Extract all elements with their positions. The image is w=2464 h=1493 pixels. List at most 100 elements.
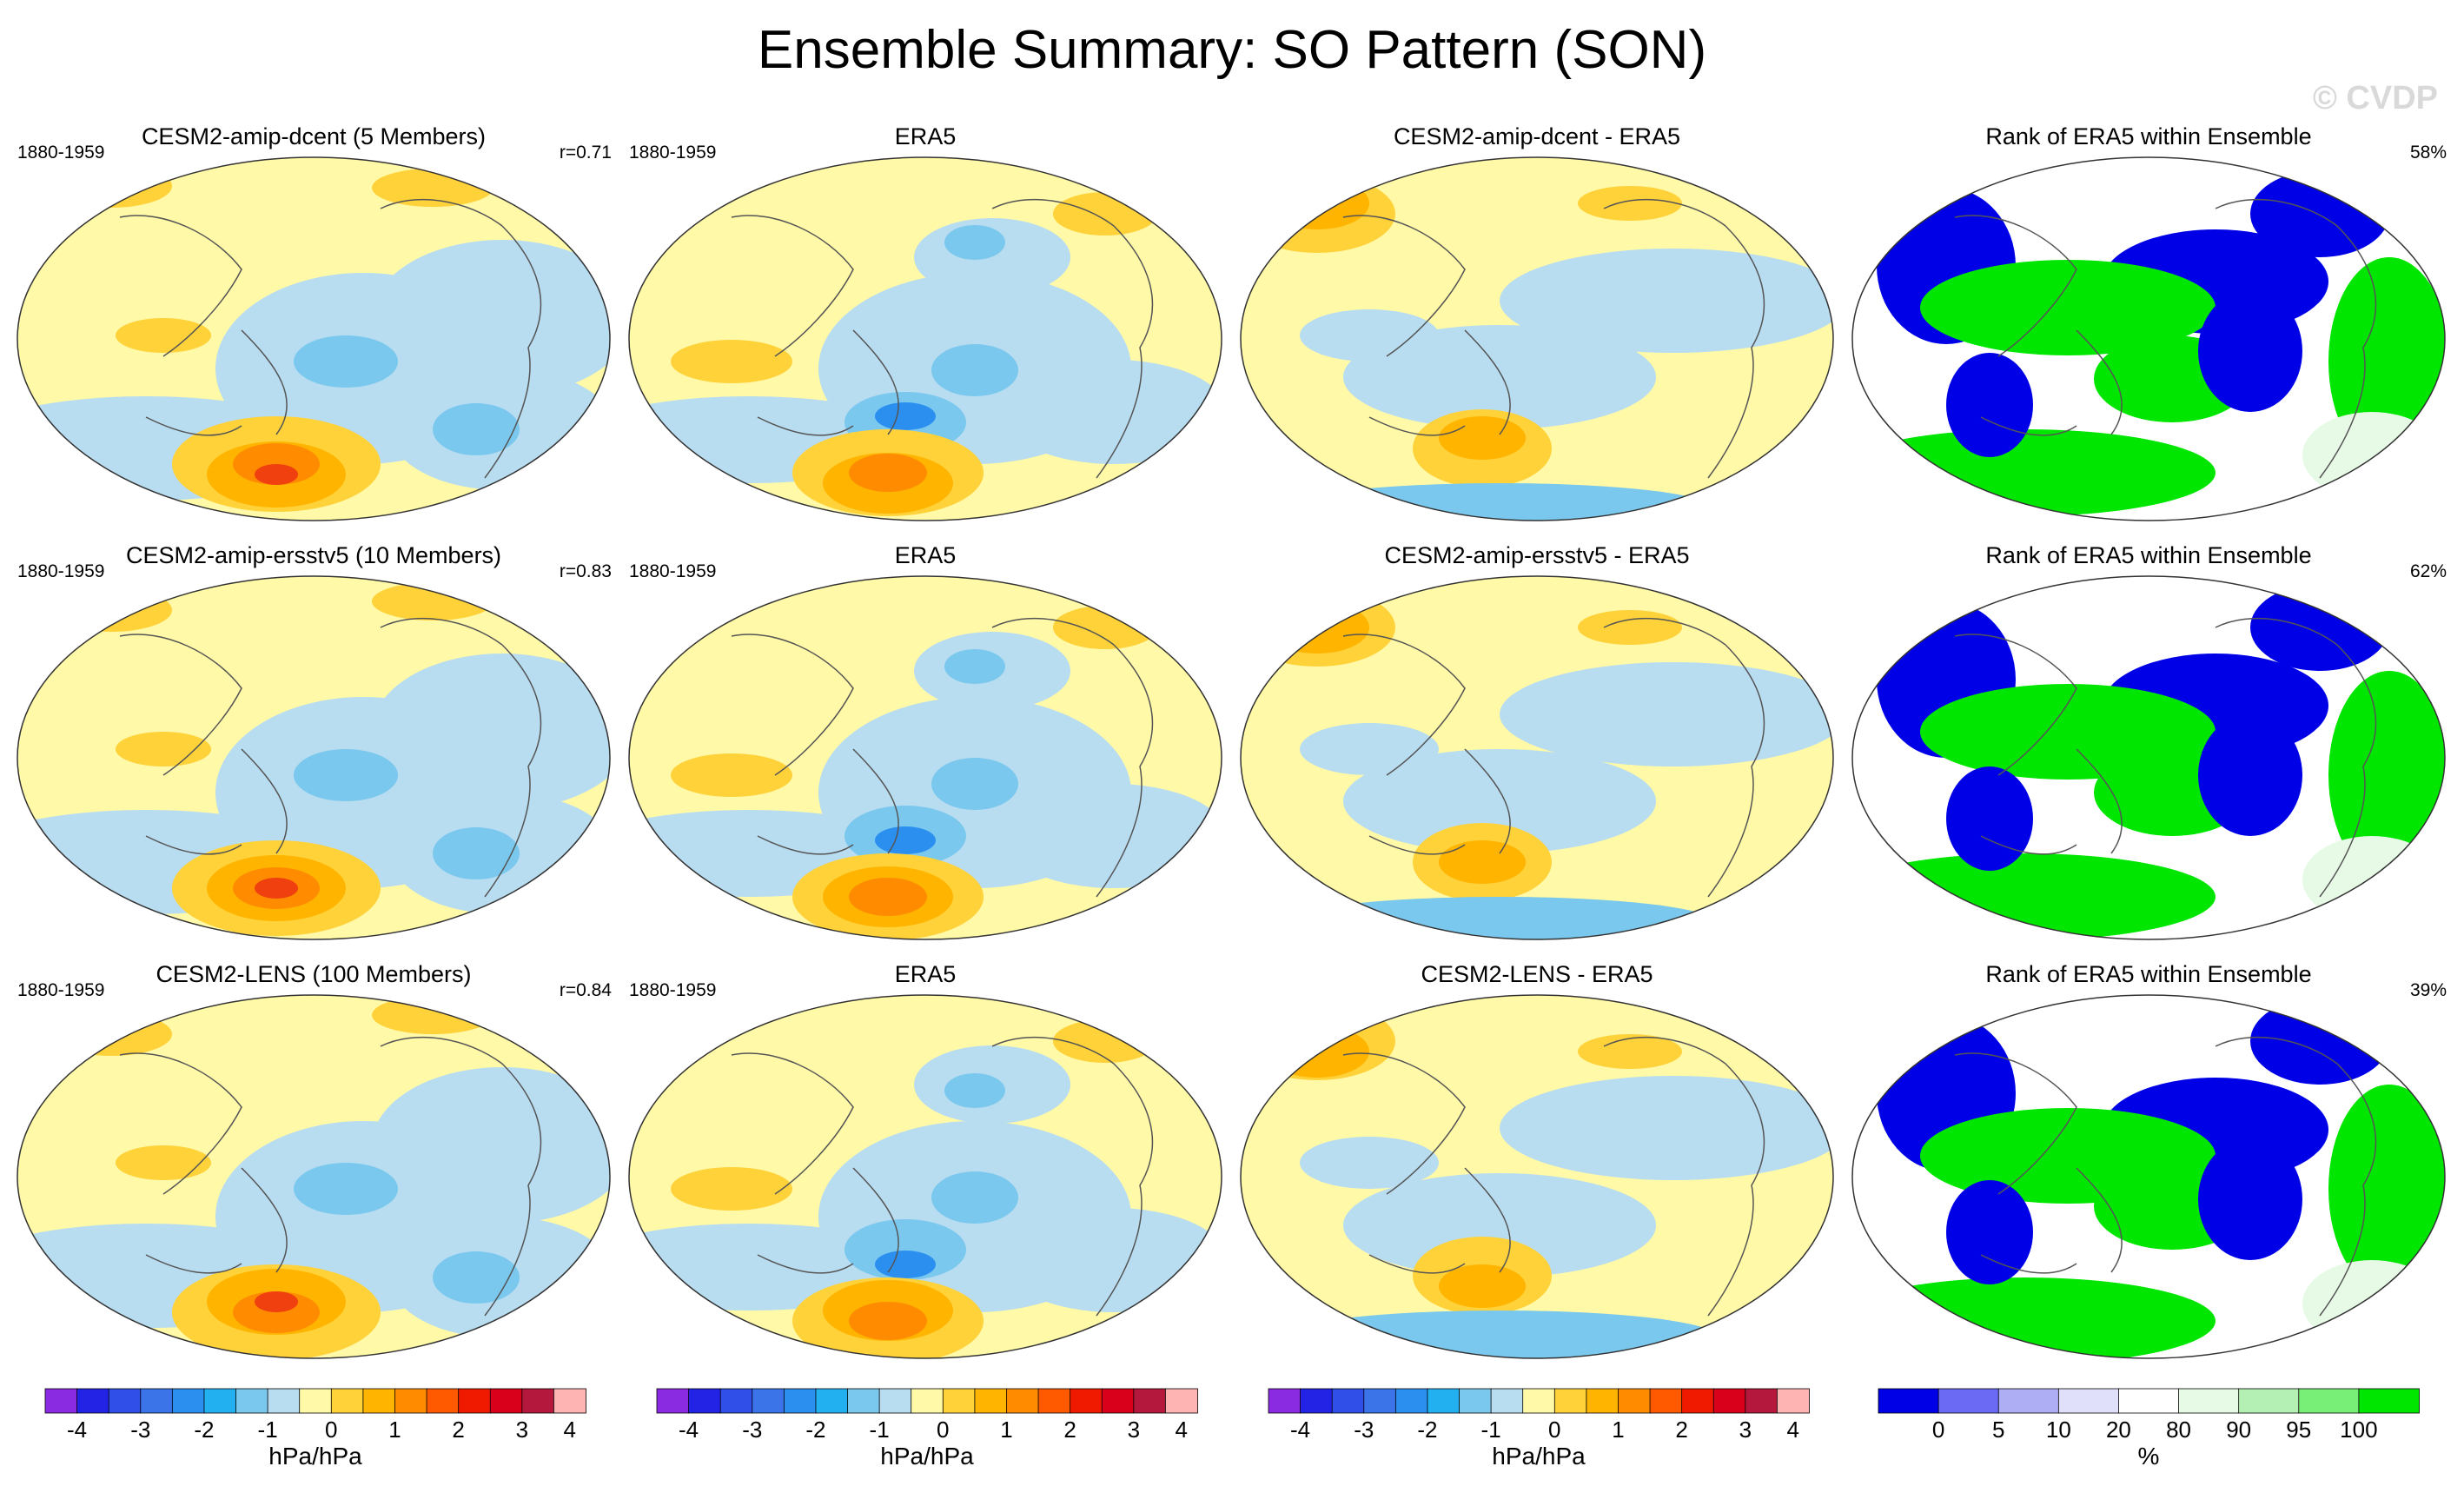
field-contour <box>116 732 211 766</box>
field-contour <box>2250 170 2389 257</box>
map-panel-r2-c3 <box>1240 575 1834 940</box>
field-contour <box>1053 1019 1157 1063</box>
map-border <box>1851 156 2446 521</box>
field-contour <box>1920 684 2216 780</box>
field-contour <box>845 1219 966 1280</box>
colorbar-swatch <box>267 1388 301 1414</box>
field-contour <box>875 402 936 430</box>
colorbar-swatch <box>878 1388 912 1414</box>
map-panel-r1-c4 <box>1851 156 2446 521</box>
colorbar-swatch <box>1618 1388 1651 1414</box>
map-border <box>1240 156 1834 521</box>
figure-title: Ensemble Summary: SO Pattern (SON) <box>757 20 1707 80</box>
field-contour <box>1439 840 1526 884</box>
colorbar-1-tick: 0 <box>325 1417 338 1443</box>
colorbar-1-tick: 3 <box>515 1417 529 1443</box>
field-contour <box>931 344 1018 396</box>
colorbar-3-tick: -3 <box>1354 1417 1374 1443</box>
colorbar-swatch <box>1070 1388 1103 1414</box>
field-contour <box>294 335 398 388</box>
pattern-corr-r2: r=0.83 <box>559 561 612 581</box>
colorbar-swatch <box>719 1388 753 1414</box>
colorbar-swatch <box>2238 1388 2300 1414</box>
cvdp-watermark: © CVDP <box>2312 80 2438 116</box>
field-contour <box>2198 1138 2302 1260</box>
colorbar-3-tick: 0 <box>1548 1417 1561 1443</box>
field-contour <box>671 340 792 383</box>
panel-title-r2-c2: ERA5 <box>894 542 957 568</box>
map-border <box>628 575 1222 940</box>
field-contour <box>1439 416 1526 460</box>
colorbar-swatch <box>426 1388 460 1414</box>
panel-title-r2-c1: CESM2-amip-ersstv5 (10 Members) <box>125 542 502 568</box>
field-contour <box>1946 766 2033 871</box>
colorbar-1 <box>44 1388 586 1414</box>
colorbar-swatch <box>974 1388 1008 1414</box>
field-contour <box>294 1163 398 1215</box>
field-contour <box>1282 897 1717 939</box>
field-contour <box>931 1171 1018 1224</box>
colorbar-swatch <box>2118 1388 2180 1414</box>
field-contour <box>849 454 927 492</box>
field-contour <box>1439 1264 1526 1308</box>
field-contour <box>1578 610 1682 645</box>
colorbar-swatch <box>815 1388 849 1414</box>
colorbar-3-tick: 2 <box>1675 1417 1688 1443</box>
map-panel-r2-c4 <box>1851 575 2446 940</box>
field-contour <box>433 827 520 879</box>
colorbar-3-tick: -2 <box>1417 1417 1438 1443</box>
rank-percent-r2: 62% <box>2409 561 2447 581</box>
panel-title-r1-c3: CESM2-amip-dcent - ERA5 <box>1393 123 1681 149</box>
colorbar-swatch <box>330 1388 364 1414</box>
colorbar-swatch <box>1777 1388 1810 1414</box>
field-contour <box>671 753 792 797</box>
panel-title-r2-c4: Rank of ERA5 within Ensemble <box>1985 542 2312 568</box>
colorbar-1-tick: 2 <box>452 1417 465 1443</box>
colorbar-swatch <box>394 1388 427 1414</box>
map-border <box>1851 575 2446 940</box>
colorbar-swatch <box>521 1388 555 1414</box>
colorbar-swatch <box>1363 1388 1397 1414</box>
panel-title-r1-c1: CESM2-amip-dcent (5 Members) <box>141 123 487 149</box>
colorbar-4-tick: 10 <box>2045 1417 2071 1443</box>
period-label-r2-c2: 1880-1959 <box>629 561 717 581</box>
period-label-r1-c1: 1880-1959 <box>17 143 105 163</box>
colorbar-swatch <box>1268 1388 1302 1414</box>
field-contour <box>1500 662 1833 766</box>
field-contour <box>1053 606 1157 649</box>
field-contour <box>2328 671 2445 879</box>
colorbar-2-tick: -4 <box>679 1417 699 1443</box>
field-contour <box>1946 1180 2033 1284</box>
period-label-r3-c2: 1880-1959 <box>629 980 717 1000</box>
colorbar-3-tick: 3 <box>1739 1417 1752 1443</box>
colorbar-swatch <box>1937 1388 2000 1414</box>
colorbar-2-tick: -2 <box>805 1417 826 1443</box>
field-contour <box>944 1073 1005 1108</box>
colorbar-2-tick: 3 <box>1127 1417 1141 1443</box>
colorbar-swatch <box>171 1388 205 1414</box>
coastline <box>1954 617 2377 898</box>
colorbar-swatch <box>108 1388 142 1414</box>
map-panel-r2-c2 <box>628 575 1222 940</box>
colorbar-swatch <box>1997 1388 2060 1414</box>
field-contour <box>372 582 493 620</box>
field-contour <box>433 1251 520 1304</box>
coastline <box>119 198 542 479</box>
field-contour <box>875 1251 936 1278</box>
colorbar-4-tick: 5 <box>1991 1417 2005 1443</box>
map-panel-r3-c2 <box>628 994 1222 1359</box>
colorbar-4-tick: 0 <box>1931 1417 1945 1443</box>
field-contour <box>1282 483 1717 521</box>
field-contour <box>1578 1034 1682 1069</box>
colorbar-4-tick: 95 <box>2286 1417 2312 1443</box>
field-contour <box>1852 853 2216 939</box>
field-contour <box>294 749 398 801</box>
colorbar-3 <box>1268 1388 1810 1414</box>
colorbar-swatch <box>1427 1388 1461 1414</box>
colorbar-swatch <box>1331 1388 1365 1414</box>
colorbar-4-tick: 100 <box>2340 1417 2378 1443</box>
field-contour <box>1001 360 1222 464</box>
coastline <box>119 1036 542 1317</box>
field-contour <box>2302 836 2441 923</box>
colorbar-swatch <box>553 1388 586 1414</box>
